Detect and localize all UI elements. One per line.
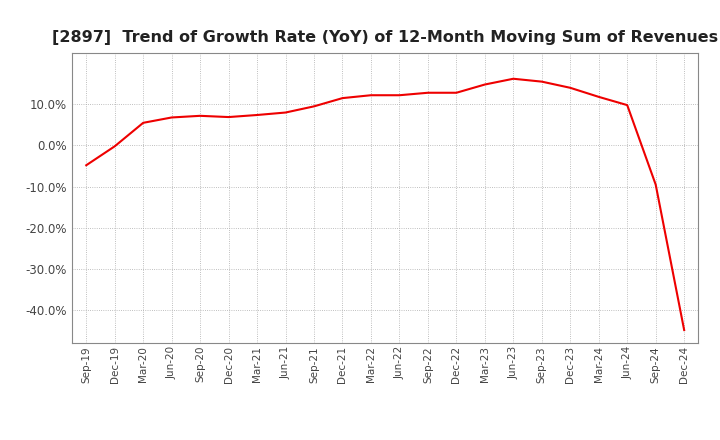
Title: [2897]  Trend of Growth Rate (YoY) of 12-Month Moving Sum of Revenues: [2897] Trend of Growth Rate (YoY) of 12-…	[52, 29, 719, 45]
